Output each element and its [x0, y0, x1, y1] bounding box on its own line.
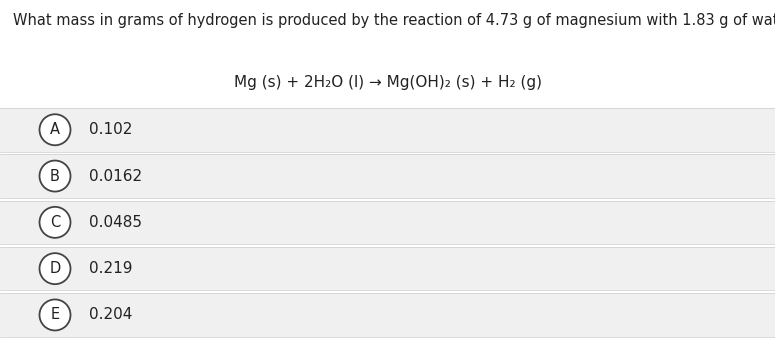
Text: Mg (s) + 2H₂O (l) → Mg(OH)₂ (s) + H₂ (g): Mg (s) + 2H₂O (l) → Mg(OH)₂ (s) + H₂ (g) [233, 74, 542, 89]
Ellipse shape [40, 253, 71, 284]
Bar [0, 247, 775, 290]
Ellipse shape [40, 161, 71, 192]
Text: E: E [50, 308, 60, 323]
Ellipse shape [40, 299, 71, 330]
Text: D: D [50, 261, 60, 276]
Bar [0, 108, 775, 152]
Bar [0, 154, 775, 198]
Bar [0, 293, 775, 337]
Text: 0.219: 0.219 [88, 261, 132, 276]
Ellipse shape [40, 207, 71, 238]
Text: 0.102: 0.102 [88, 122, 132, 137]
Text: 0.0485: 0.0485 [88, 215, 142, 230]
Text: C: C [50, 215, 60, 230]
Text: 0.204: 0.204 [88, 308, 132, 323]
Text: B: B [50, 168, 60, 184]
Text: A: A [50, 122, 60, 137]
Ellipse shape [40, 114, 71, 145]
Bar [0, 200, 775, 244]
Text: What mass in grams of hydrogen is produced by the reaction of 4.73 g of magnesiu: What mass in grams of hydrogen is produc… [13, 13, 775, 28]
Text: 0.0162: 0.0162 [88, 168, 142, 184]
